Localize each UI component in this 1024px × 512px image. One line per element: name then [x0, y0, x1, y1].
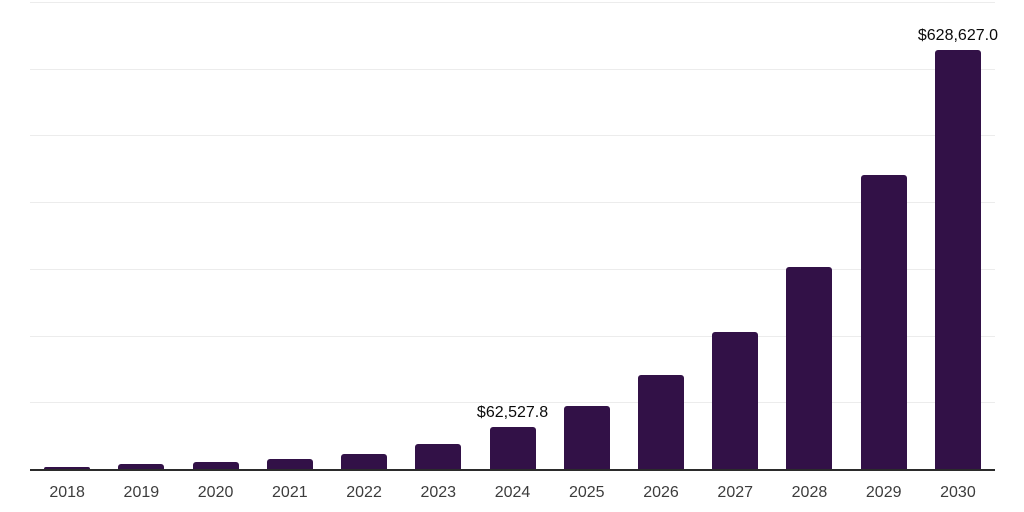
x-tick-label-2018: 2018 [49, 484, 85, 501]
value-label-2024: $62,527.8 [476, 404, 549, 422]
x-tick-label-2024: 2024 [494, 484, 531, 501]
x-tick-label-2029: 2029 [865, 484, 902, 501]
gridline [30, 268, 995, 270]
x-tick-label-2021: 2021 [272, 484, 308, 501]
gridline [30, 335, 995, 337]
bar-2023 [415, 443, 462, 469]
x-tick-label-2022: 2022 [346, 484, 382, 501]
x-tick-label-2026: 2026 [643, 484, 679, 501]
bar-band-2021 [253, 2, 327, 469]
gridline [30, 202, 995, 204]
bar-2030 [934, 49, 981, 469]
bar-2027 [712, 332, 759, 469]
bar-band-2018 [30, 2, 104, 469]
bar-band-2019 [104, 2, 178, 469]
bar-band-2023 [401, 2, 475, 469]
gridline [30, 68, 995, 70]
bar-band-2024: $62,527.8 [475, 2, 549, 469]
bar-2028 [786, 267, 833, 469]
gridline [30, 2, 995, 3]
bar-2018 [44, 467, 91, 469]
gridline [30, 135, 995, 137]
bar-2024 [489, 427, 536, 469]
bar-2029 [860, 175, 907, 469]
bar-2019 [118, 464, 165, 469]
bar-2021 [266, 459, 313, 469]
bar-band-2028 [772, 2, 846, 469]
bar-band-2025 [550, 2, 624, 469]
x-tick-label-2027: 2027 [717, 484, 754, 501]
bar-band-2029 [847, 2, 921, 469]
x-tick-label-2023: 2023 [420, 484, 457, 501]
x-tick-label-2030: 2030 [940, 484, 976, 501]
plot-area: $62,527.8 $628,627.0 [30, 2, 998, 471]
gridline [30, 402, 995, 404]
bar-band-2027 [698, 2, 772, 469]
bar-2020 [192, 462, 239, 469]
bar-2022 [341, 453, 388, 469]
x-axis-labels: 2018 2019 2020 2021 2022 2023 2024 2025 2026 2027… [30, 484, 995, 502]
bar-band-2026 [624, 2, 698, 469]
bars-container: $62,527.8 $628,627.0 [30, 2, 998, 469]
x-tick-label-2028: 2028 [791, 484, 828, 501]
bar-band-2022 [327, 2, 401, 469]
x-tick-label-2025: 2025 [568, 484, 605, 501]
bar-band-2020 [178, 2, 252, 469]
value-label-2030: $628,627.0 [917, 26, 998, 44]
bar-2025 [563, 406, 610, 469]
bar-2026 [637, 374, 684, 469]
x-tick-label-2020: 2020 [197, 484, 234, 501]
bar-band-2030: $628,627.0 [917, 2, 998, 469]
x-tick-label-2019: 2019 [123, 484, 160, 501]
